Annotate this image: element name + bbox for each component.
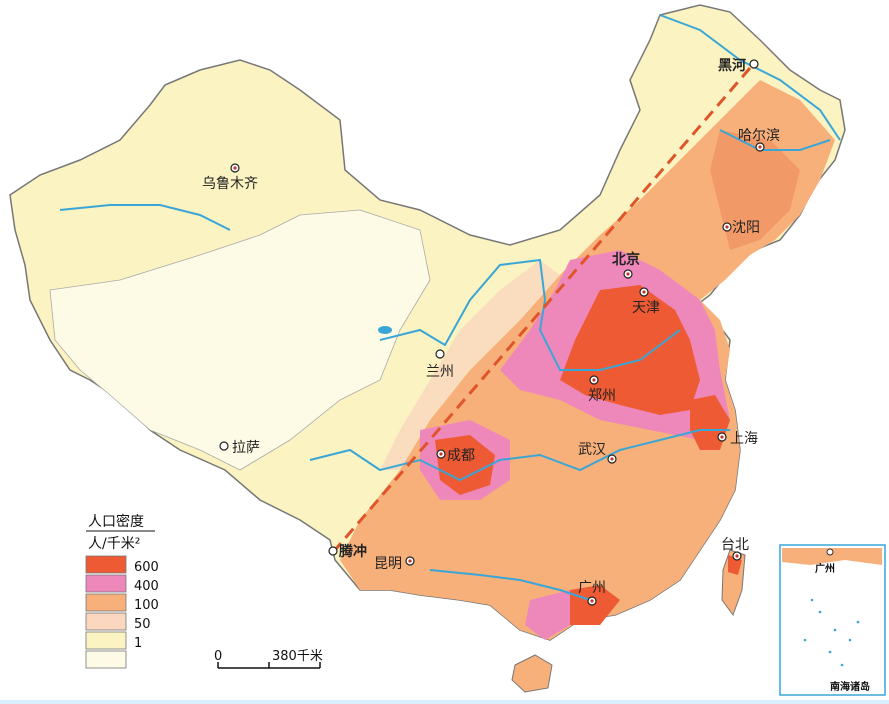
scale-bar: 0 380千米 [214,649,323,669]
city-marker-heihe [749,59,759,69]
density-zone-100-northeast [710,130,800,250]
legend-swatch-400 [85,574,127,593]
heilong-river [659,14,841,141]
city-lanzhou: 兰州 [426,349,454,380]
inset-frame [779,544,886,696]
city-marker-dot-chengdu [439,452,443,456]
songhua-river [719,129,831,151]
yellow-river [379,258,681,371]
city-layer: 黑河哈尔滨乌鲁木齐沈阳北京天津兰州郑州拉萨成都 武汉 上海腾冲昆明 台北广州 [202,57,780,606]
inset-coast [782,548,882,565]
city-wulumuqi: 乌鲁木齐 [202,163,258,192]
city-marker-lasa [219,441,229,451]
city-marker-dot-harbin [758,145,762,149]
city-marker-lanzhou [435,349,445,359]
city-marker-dot-kunming [408,559,412,563]
inset-islands [803,598,860,667]
density-zone-50 [380,260,560,470]
city-label-harbin: 哈尔滨 [738,128,780,144]
legend-label-1: 1 [134,636,142,651]
city-marker-dot-beijing [626,272,630,276]
city-heihe: 黑河 [718,57,759,74]
legend-swatches: 600 400 100 50 1 [85,555,159,669]
city-label-beijing: 北京 [612,251,640,268]
tarim-river [59,204,231,231]
qinghai-lake [378,326,392,334]
legend-unit: 人/千米² [88,536,140,552]
city-marker-dot-wulumuqi [233,166,237,170]
heihe-tengchong-line [333,67,752,551]
city-label-tengchong: 腾冲 [339,543,367,560]
city-label-lasa: 拉萨 [232,440,260,456]
city-marker-dot-wuhan [610,457,614,461]
inset-guangzhou-label: 广州 [815,562,835,575]
city-harbin: 哈尔滨 [738,128,780,152]
legend-swatch-1 [85,631,127,650]
pearl-river [429,569,591,601]
city-taibei: 台北 [721,537,749,561]
south-china-sea-inset: 广州 南海诸岛 [779,544,886,696]
legend-label-50: 50 [134,617,151,632]
city-label-tianjin: 天津 [632,300,660,316]
city-label-kunming: 昆明 [374,556,402,572]
city-marker-tengchong [328,546,338,556]
legend-label-600: 600 [134,560,159,575]
yangtze-river [309,429,730,482]
city-marker-dot-shenyang [725,225,729,229]
city-tianjin: 天津 [632,287,660,316]
legend-swatch-50 [85,612,127,631]
plateau-zone [49,209,431,471]
legend-swatch-600 [85,555,127,574]
legend-label-400: 400 [134,579,159,594]
rivers [59,14,841,601]
city-marker-dot-taibei [735,554,739,558]
city-marker-dot-guangzhou [590,599,594,603]
city-label-wuhan: 武汉 [578,442,606,458]
city-shanghai: 上海 [717,431,758,447]
city-tengchong: 腾冲 [328,543,367,560]
density-zone-600-sichuan [435,435,495,495]
legend: 人口密度 人/千米² 600 400 100 50 1 [85,513,159,669]
legend-title: 人口密度 [88,513,144,530]
density-zone-600-guangdong [570,585,620,625]
legend-swatch-empty [85,650,127,669]
city-guangzhou: 广州 [578,580,606,606]
city-marker-dot-tianjin [642,290,646,294]
legend-swatch-100 [85,593,127,612]
city-label-guangzhou: 广州 [578,580,606,596]
city-shenyang: 沈阳 [722,220,760,236]
city-label-wulumuqi: 乌鲁木齐 [202,176,258,192]
city-marker-dot-shanghai [720,435,724,439]
hainan-island [511,654,553,693]
city-marker-dot-zhengzhou [592,378,596,382]
city-chengdu: 成都 [436,448,475,464]
city-label-lanzhou: 兰州 [426,364,454,380]
city-lasa: 拉萨 [219,440,260,456]
city-beijing: 北京 [612,251,640,279]
city-label-heihe: 黑河 [718,57,746,74]
city-label-shenyang: 沈阳 [732,220,760,236]
city-label-shanghai: 上海 [730,431,758,447]
city-wuhan: 武汉 [578,442,617,464]
city-label-zhengzhou: 郑州 [588,388,616,404]
inset-title: 南海诸岛 [830,680,870,693]
city-kunming: 昆明 [374,556,415,572]
legend-label-100: 100 [134,598,159,613]
density-zone-400-guangdong [525,590,570,640]
city-label-chengdu: 成都 [447,448,475,464]
city-label-taibei: 台北 [721,537,749,553]
city-zhengzhou: 郑州 [588,375,616,404]
inset-guangzhou-marker [826,548,834,556]
scale-end-label: 380千米 [272,649,323,664]
scale-start-label: 0 [214,649,222,664]
